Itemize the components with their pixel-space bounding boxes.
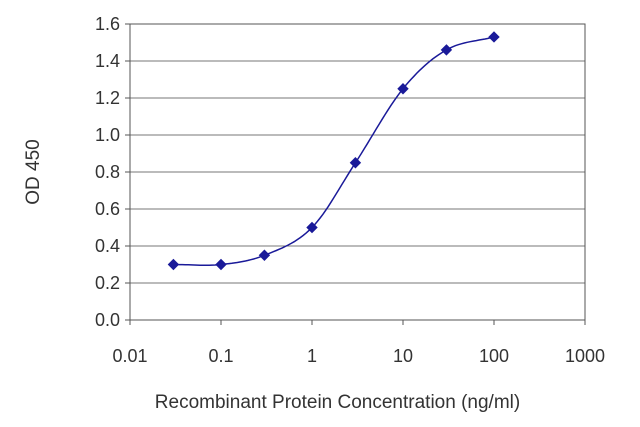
y-axis-title: OD 450 (23, 139, 44, 204)
y-tick-label: 0.2 (95, 273, 120, 293)
data-point (306, 221, 318, 234)
data-point (215, 258, 227, 271)
y-tick-label: 0.8 (95, 162, 120, 182)
fitted-curve (173, 36, 495, 266)
y-tick-label: 0.6 (95, 199, 120, 219)
y-axis: 0.0 0.2 0.4 0.6 0.8 1.0 1.2 1.4 1.6 (95, 14, 130, 330)
x-tick-label: 1 (307, 346, 317, 366)
y-tick-label: 1.2 (95, 88, 120, 108)
gridlines (130, 23, 585, 284)
x-tick-label: 100 (479, 346, 509, 366)
data-points (167, 31, 500, 271)
x-axis: 0.01 0.1 1 10 100 1000 (112, 320, 605, 366)
x-axis-title: Recombinant Protein Concentration (ng/ml… (155, 392, 520, 413)
data-point (488, 31, 500, 43)
y-tick-label: 0.4 (95, 236, 120, 256)
y-tick-label: 0.0 (95, 310, 120, 330)
data-point (397, 83, 409, 95)
data-point (167, 258, 180, 271)
y-tick-label: 1.4 (95, 51, 120, 71)
x-tick-label: 10 (393, 346, 413, 366)
x-tick-label: 1000 (565, 346, 605, 366)
data-point (258, 249, 271, 261)
data-point (349, 157, 362, 169)
y-tick-label: 1.6 (95, 14, 120, 34)
y-tick-label: 1.0 (95, 125, 120, 145)
x-tick-label: 0.1 (208, 346, 233, 366)
data-point (440, 44, 453, 56)
x-tick-label: 0.01 (112, 346, 147, 366)
